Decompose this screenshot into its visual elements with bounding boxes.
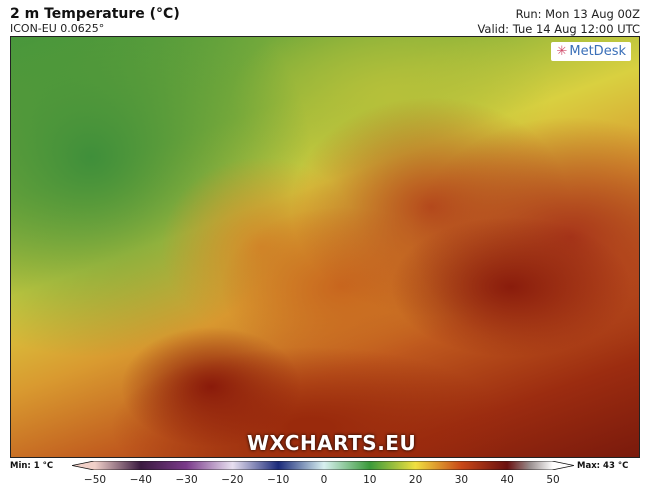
chart-title: 2 m Temperature (°C) — [10, 6, 180, 22]
colorbar-bar — [72, 461, 574, 470]
metdesk-logo-icon: ✳ — [556, 44, 568, 59]
colorbar-tick: 10 — [363, 474, 377, 486]
colorbar-tick: −30 — [175, 474, 198, 486]
colorbar-tick: −10 — [267, 474, 290, 486]
metdesk-logo: ✳ MetDesk — [551, 42, 631, 61]
colorbar-tick: 50 — [546, 474, 560, 486]
watermark: WXCHARTS.EU — [247, 431, 417, 455]
metdesk-logo-text: MetDesk — [569, 44, 626, 59]
min-label: Min: 1 °C — [10, 461, 54, 471]
max-label: Max: 43 °C — [577, 461, 629, 471]
colorbar-tick: 40 — [500, 474, 514, 486]
colorbar-tick: 0 — [320, 474, 328, 486]
colorbar-tick: −50 — [83, 474, 107, 486]
colorbar-tick: 20 — [408, 474, 423, 486]
colorbar-tick: −20 — [221, 474, 244, 486]
valid-label: Valid: Tue 14 Aug 12:00 UTC — [477, 22, 640, 36]
run-label: Run: Mon 13 Aug 00Z — [515, 7, 640, 21]
model-label: ICON-EU 0.0625° — [10, 22, 105, 35]
colorbar-tick: 30 — [454, 474, 469, 486]
temperature-map: ✳ MetDesk WXCHARTS.EU — [10, 36, 640, 458]
colorbar — [72, 461, 574, 470]
colorbar-tick: −40 — [129, 474, 152, 486]
